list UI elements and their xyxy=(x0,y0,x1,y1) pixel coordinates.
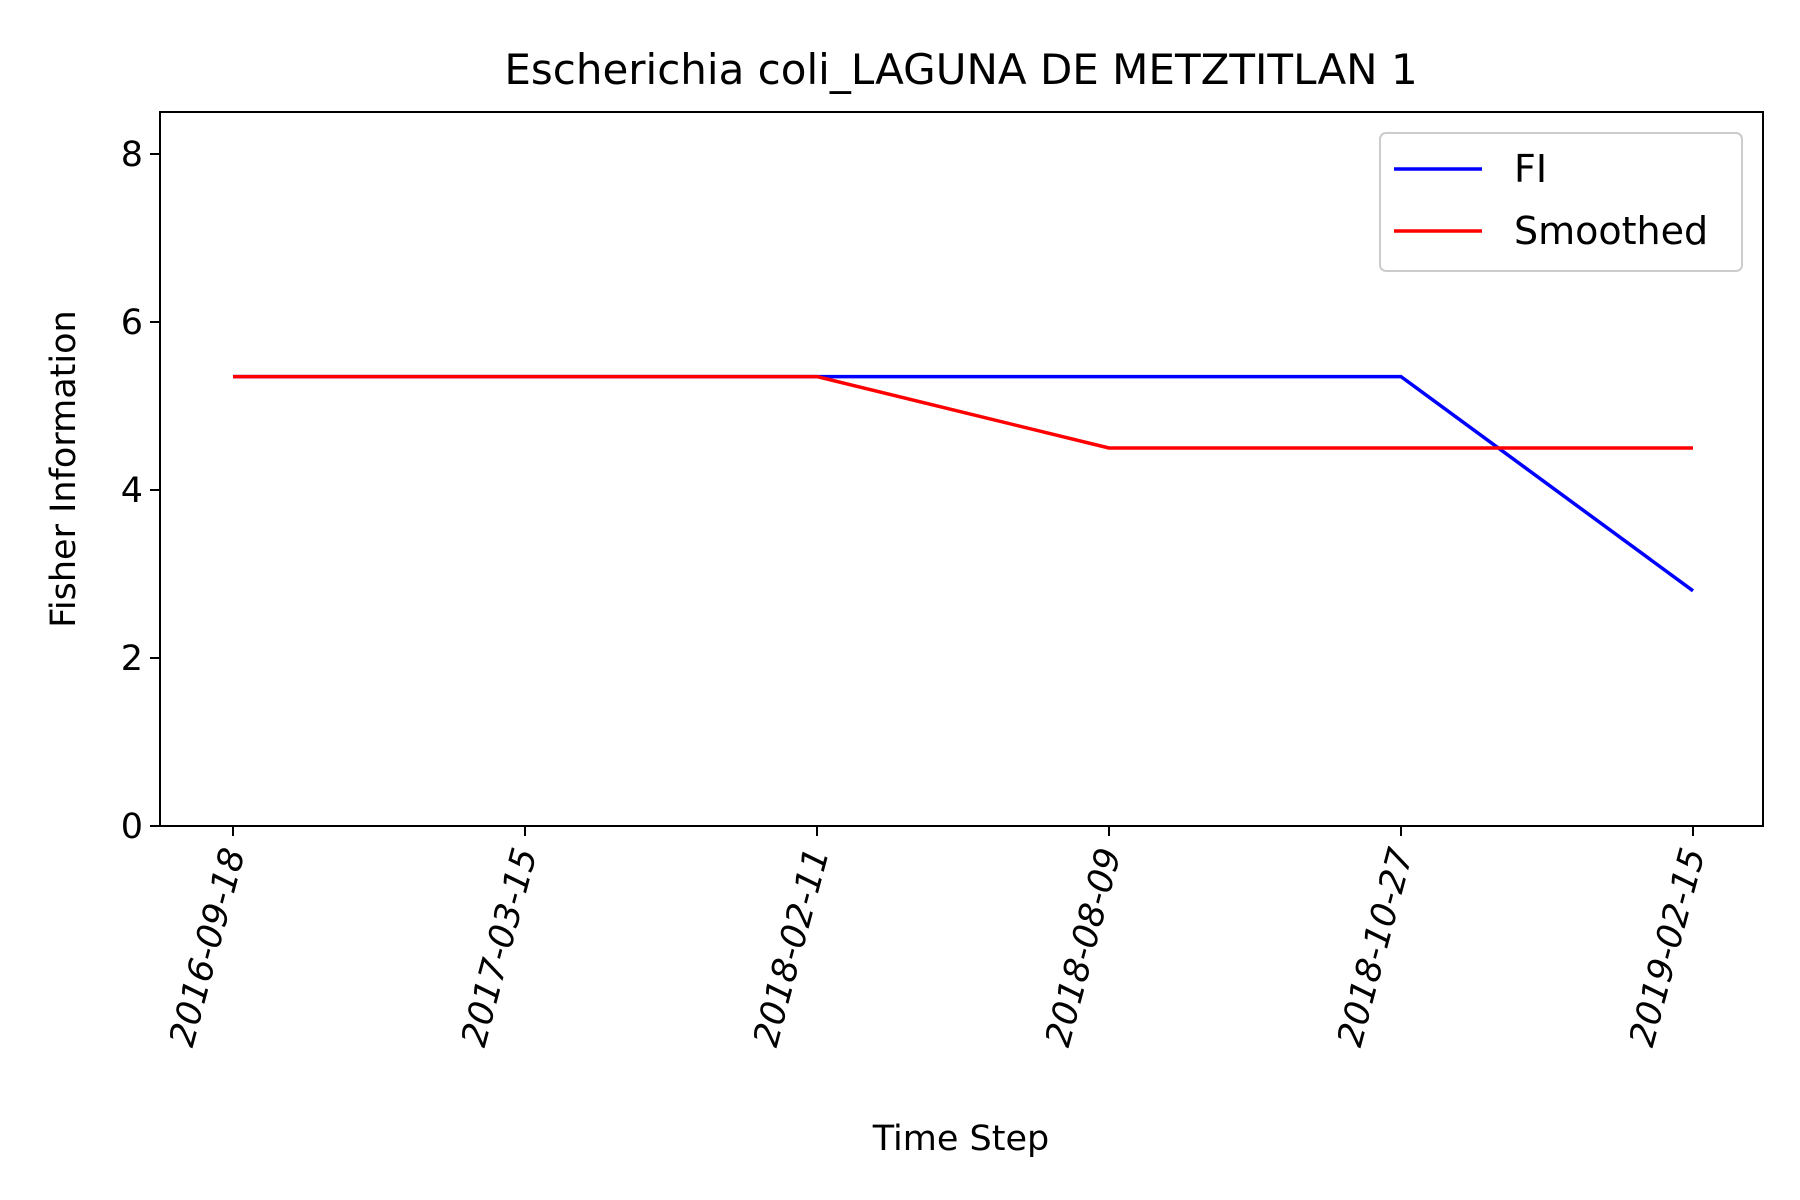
x-tick-label: 2018-02-11 xyxy=(746,844,837,1051)
y-tick-label: 6 xyxy=(121,303,143,343)
plot-frame xyxy=(159,111,1764,827)
legend-label-fi: FI xyxy=(1514,147,1547,191)
chart-title: Escherichia coli_LAGUNA DE METZTITLAN 1 xyxy=(504,45,1417,94)
y-axis-label: Fisher Information xyxy=(44,310,84,627)
x-tick-label: 2018-10-27 xyxy=(1330,844,1421,1051)
y-tick-label: 2 xyxy=(121,639,143,679)
legend-label-smoothed: Smoothed xyxy=(1514,209,1708,253)
x-tick-label: 2017-03-15 xyxy=(454,844,545,1051)
x-axis-label: Time Step xyxy=(872,1119,1049,1159)
x-tick-label: 2019-02-15 xyxy=(1622,844,1713,1051)
x-axis: 2016-09-18 2017-03-15 2018-02-11 2018-08-09… xyxy=(162,826,1714,1051)
y-tick-label: 8 xyxy=(121,135,143,175)
plot-area xyxy=(233,374,1695,593)
series-line-fi xyxy=(233,374,1695,593)
x-tick-label: 2018-08-09 xyxy=(1038,844,1129,1051)
y-tick-label: 4 xyxy=(121,471,143,511)
legend: FI Smoothed xyxy=(1379,132,1743,272)
y-tick-label: 0 xyxy=(121,807,143,847)
y-axis: 0 2 4 6 8 xyxy=(121,135,160,847)
series-line-smoothed xyxy=(233,374,1693,450)
x-tick-label: 2016-09-18 xyxy=(162,844,253,1051)
